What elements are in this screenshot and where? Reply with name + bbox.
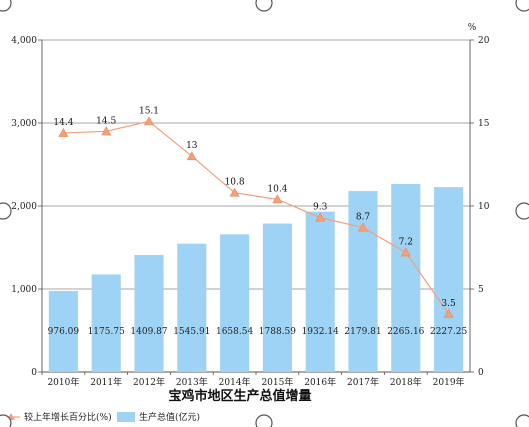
legend-bar-swatch <box>117 412 135 422</box>
bar <box>91 274 121 372</box>
line-series: 14.4 14.5 15.1 13 10.8 10.4 9.3 8.7 7.2 3.5 <box>53 106 456 318</box>
triangle-marker <box>315 212 326 222</box>
triangle-marker <box>186 151 197 161</box>
x-tick-label: 2015年 <box>261 376 293 388</box>
x-tick-label: 2019年 <box>433 376 465 388</box>
triangle-marker <box>443 308 454 318</box>
bar <box>305 211 335 372</box>
bar-value-label: 1932.14 <box>302 327 339 337</box>
legend-bar-label: 生产总值(亿元) <box>139 411 200 423</box>
y-tick-label: 4,000 <box>11 36 37 46</box>
resize-handle[interactable] <box>0 0 12 12</box>
line-value-label: 7.2 <box>399 237 413 247</box>
y2-tick-label: 0 <box>478 368 484 378</box>
bar-value-label: 1545.91 <box>173 327 210 337</box>
y2-tick-label: 15 <box>478 119 490 129</box>
resize-handle[interactable] <box>0 202 12 220</box>
x-tick-label: 2011年 <box>90 376 122 388</box>
line-value-label: 10.4 <box>267 184 287 194</box>
resize-handle[interactable] <box>0 414 12 427</box>
y-tick-label: 2,000 <box>11 202 37 212</box>
x-tick-label: 2014年 <box>219 376 251 388</box>
bar <box>220 234 250 372</box>
bar <box>391 183 421 372</box>
y2-axis-unit: % <box>468 23 477 33</box>
bar-value-label: 1788.59 <box>259 327 296 337</box>
resize-handle[interactable] <box>515 202 529 220</box>
line-value-label: 8.7 <box>356 213 371 223</box>
line-value-label: 10.8 <box>225 178 245 188</box>
y-tick-label: 3,000 <box>11 119 37 129</box>
legend: 较上年增长百分比(%) 生产总值(亿元) <box>2 411 200 423</box>
x-tick-label: 2016年 <box>304 376 336 388</box>
triangle-marker <box>272 194 283 204</box>
x-tick-label: 2017年 <box>347 376 379 388</box>
bar-value-label: 2227.25 <box>430 327 467 337</box>
legend-line-label: 较上年增长百分比(%) <box>24 411 112 423</box>
line-value-label: 15.1 <box>139 106 159 116</box>
line-value-label: 9.3 <box>313 203 328 213</box>
bar-series: 976.09 1175.75 1409.87 1545.91 1658.54 1788.5… <box>48 183 467 372</box>
line-value-label: 14.5 <box>96 116 116 126</box>
triangle-marker <box>101 126 112 136</box>
line-value-label: 14.4 <box>53 118 73 128</box>
resize-handle[interactable] <box>515 414 529 427</box>
y-tick-label: 0 <box>31 368 37 378</box>
growth-line <box>63 120 450 315</box>
axes: 0 1,000 2,000 3,000 4,000 0 5 10 15 20% 2010年 2011年… <box>11 23 489 388</box>
x-tick-label: 2018年 <box>390 376 422 388</box>
x-axis-title: 宝鸡市地区生产总值增量 <box>168 388 311 404</box>
bar-value-label: 1658.54 <box>216 327 253 337</box>
x-tick-label: 2012年 <box>133 376 165 388</box>
bar-value-label: 1409.87 <box>130 327 167 337</box>
y2-tick-label: 20 <box>478 36 490 46</box>
triangle-marker <box>58 127 69 137</box>
y-tick-label: 1,000 <box>11 285 37 295</box>
resize-handle[interactable] <box>255 0 273 12</box>
bar-value-label: 976.09 <box>48 327 80 337</box>
bar-value-label: 2179.81 <box>344 327 381 337</box>
bar <box>177 243 207 372</box>
triangle-marker <box>143 116 155 126</box>
resize-handle[interactable] <box>255 414 273 427</box>
bar <box>262 223 292 372</box>
x-tick-label: 2010年 <box>47 376 79 388</box>
bar <box>48 290 78 372</box>
x-tick-label: 2013年 <box>176 376 208 388</box>
line-value-label: 13 <box>186 141 198 151</box>
bar <box>434 187 464 372</box>
bar <box>134 254 164 372</box>
triangle-marker <box>400 247 411 257</box>
bar-value-label: 1175.75 <box>88 327 125 337</box>
y2-tick-label: 5 <box>478 285 484 295</box>
bar <box>348 191 378 372</box>
bar-value-label: 2265.16 <box>387 327 424 337</box>
line-value-label: 3.5 <box>441 299 456 309</box>
triangle-marker <box>229 187 240 197</box>
triangle-marker <box>357 222 369 232</box>
resize-handle[interactable] <box>515 0 529 12</box>
y2-tick-label: 10 <box>478 202 490 212</box>
